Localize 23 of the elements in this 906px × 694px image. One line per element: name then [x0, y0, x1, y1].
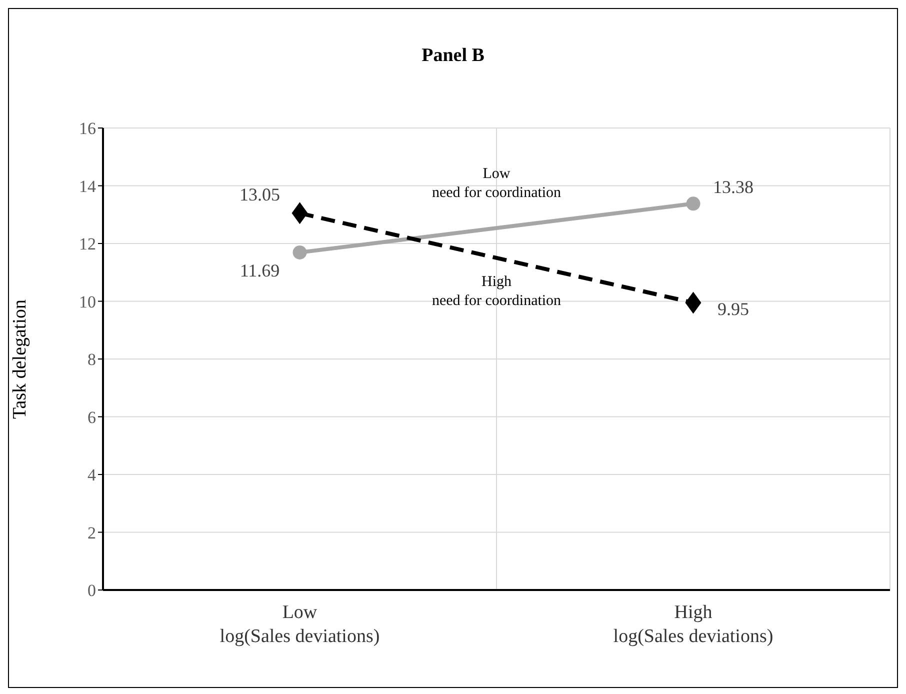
- point: [292, 245, 307, 260]
- series-label: High need for coordination: [432, 274, 562, 309]
- point: [292, 202, 308, 224]
- data-label: 11.69: [240, 260, 280, 281]
- x-tick-label: Low log(Sales deviations): [220, 602, 380, 647]
- chart-title: Panel B: [420, 45, 486, 67]
- series-label: Low need for coordination: [432, 166, 562, 202]
- y-tick-label: 8: [88, 350, 96, 370]
- y-tick-label: 10: [79, 292, 96, 312]
- data-label: 13.05: [240, 184, 280, 204]
- point: [685, 292, 702, 314]
- data-label: 13.38: [713, 176, 754, 197]
- y-axis-title: Task delegation: [10, 299, 31, 419]
- y-tick-label: 0: [88, 581, 96, 600]
- data-label: 9.95: [718, 298, 749, 319]
- x-tick-label: High log(Sales deviations): [613, 602, 774, 647]
- y-tick-label: 12: [79, 234, 96, 254]
- y-tick-label: 6: [88, 408, 96, 427]
- y-tick-label: 16: [79, 119, 96, 138]
- point: [686, 196, 700, 211]
- y-tick-label: 4: [88, 466, 96, 485]
- y-tick-label: 2: [88, 523, 96, 542]
- y-tick-label: 14: [79, 176, 96, 196]
